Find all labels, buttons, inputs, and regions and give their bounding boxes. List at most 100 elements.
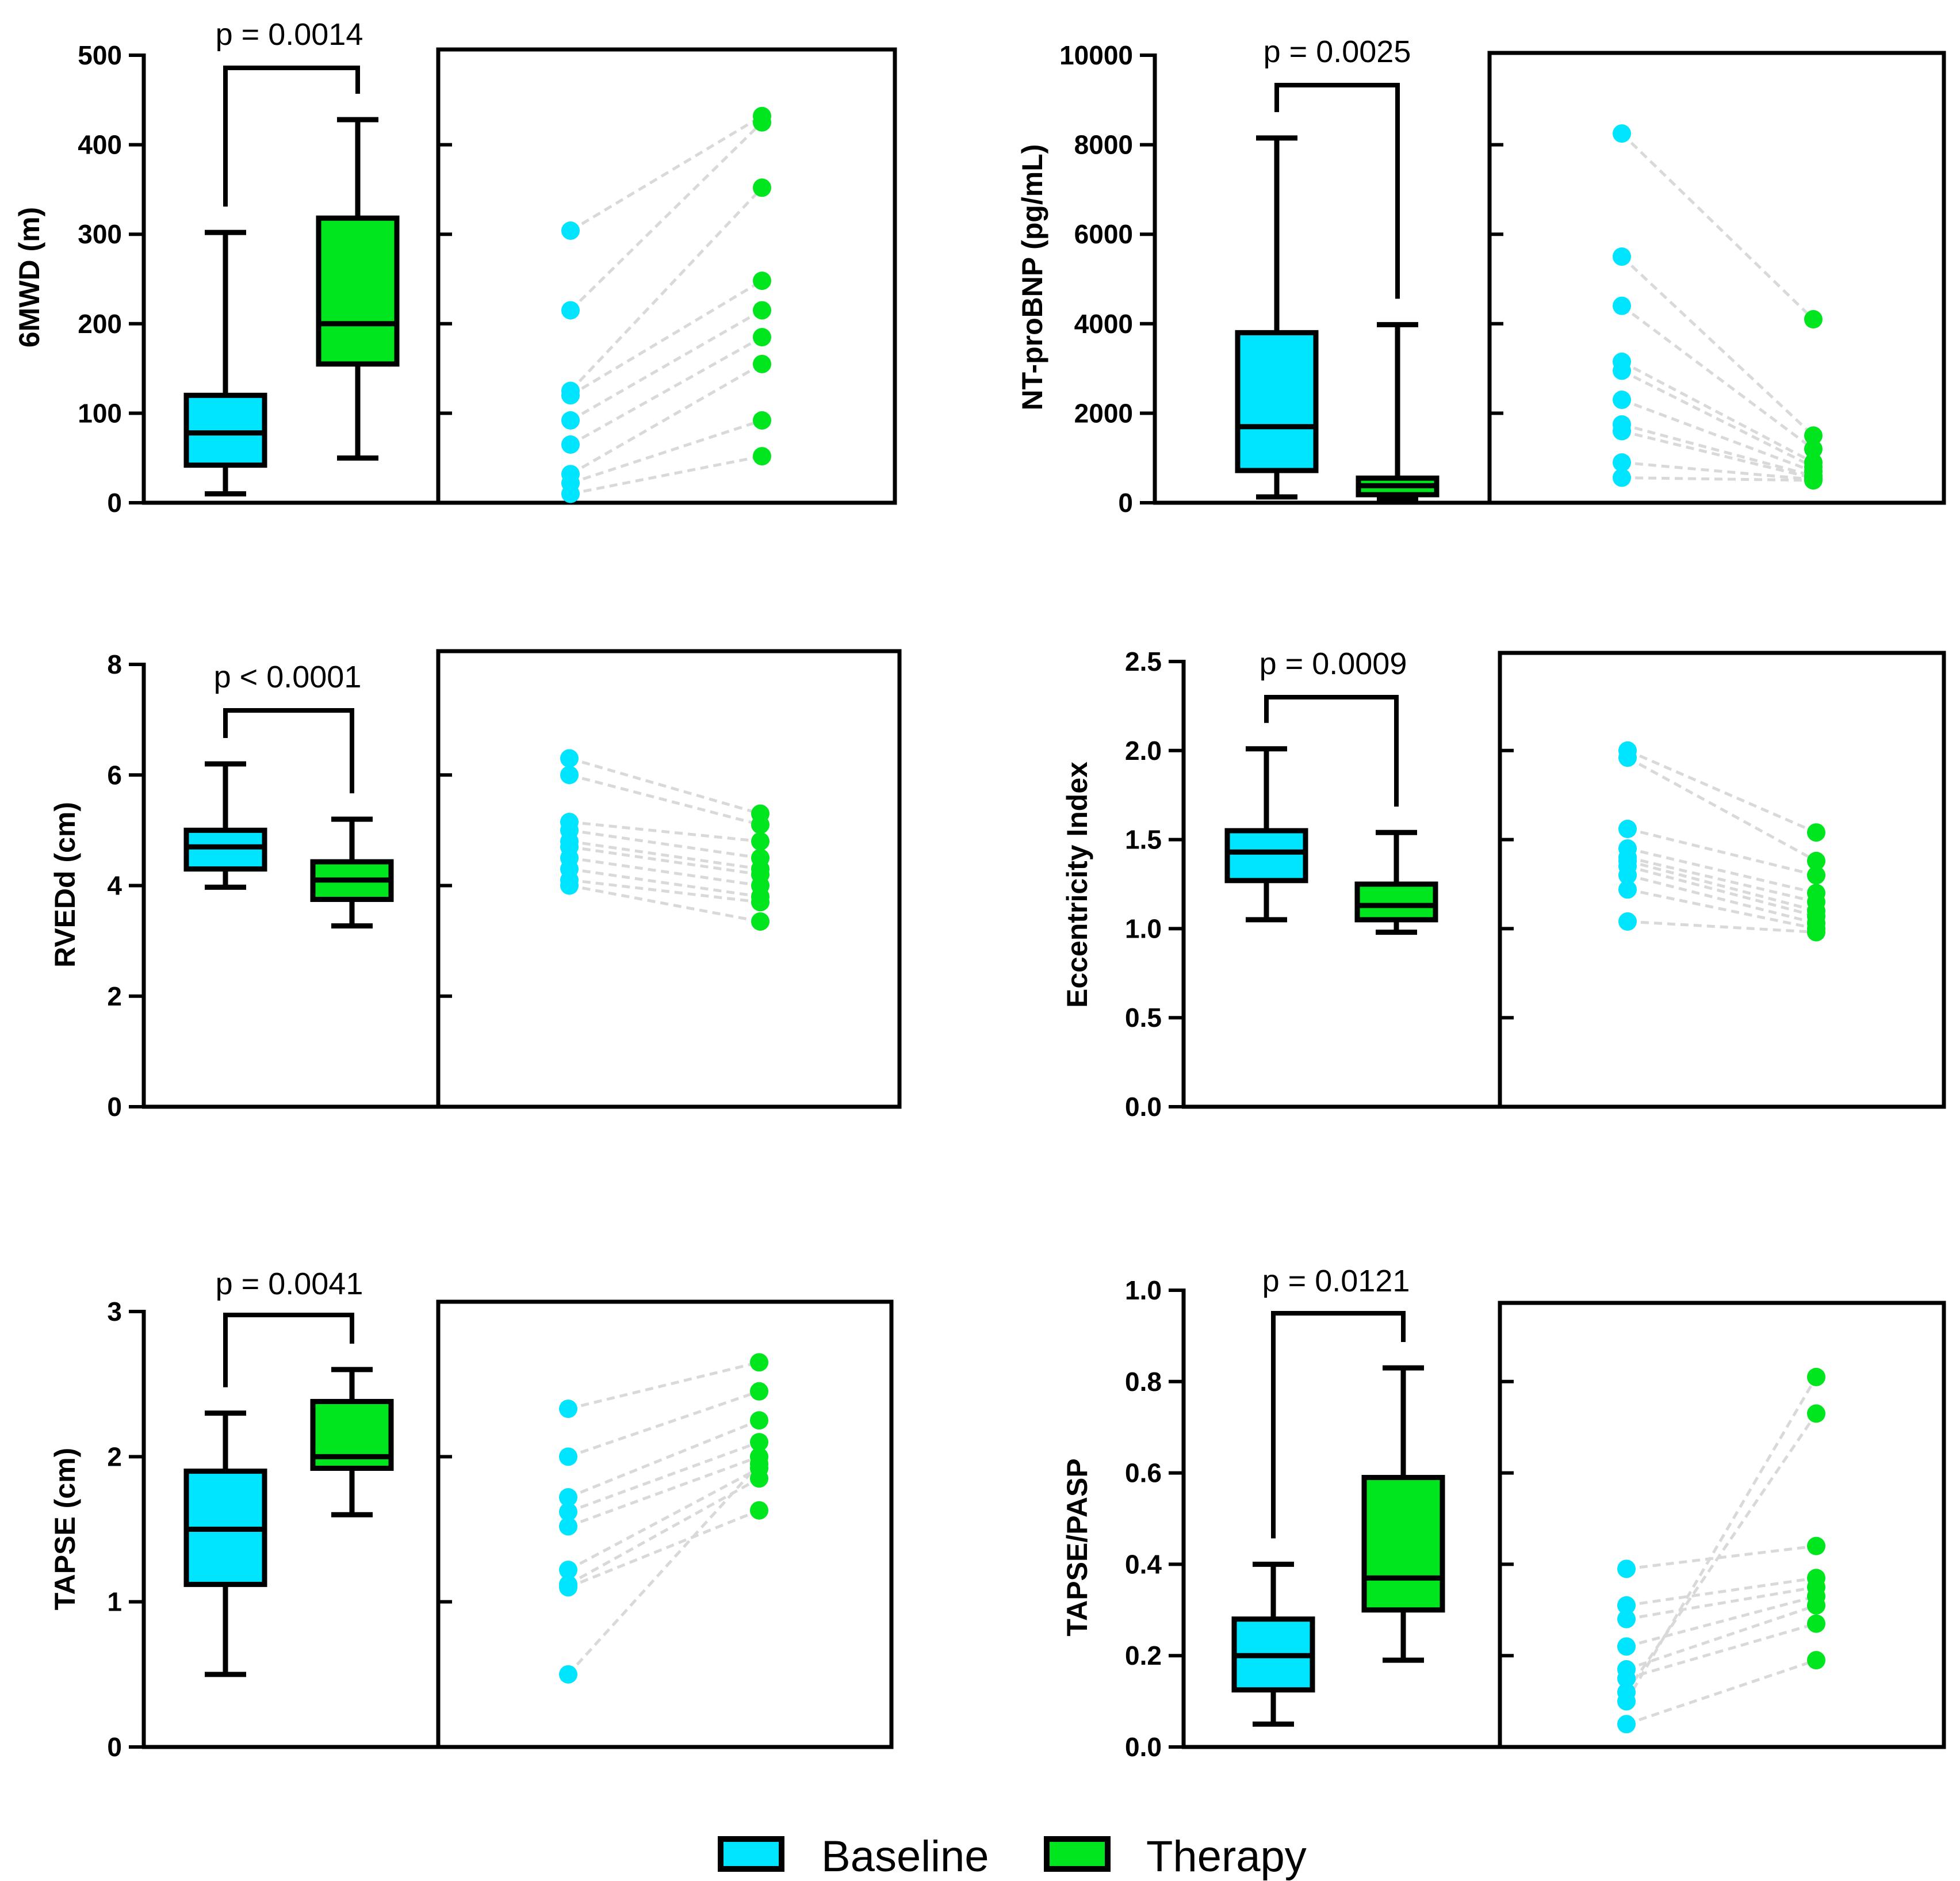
- baseline-point: [561, 411, 580, 430]
- baseline-point: [1618, 912, 1637, 931]
- paired-line: [1627, 847, 1817, 894]
- baseline-box: [183, 827, 267, 872]
- baseline-point: [1617, 1559, 1636, 1578]
- therapy-point: [1807, 1536, 1825, 1555]
- paired-line: [1627, 888, 1817, 930]
- y-tick-label: 0: [107, 1092, 122, 1122]
- y-tick-label: 2: [107, 1442, 122, 1471]
- therapy-box: [316, 215, 400, 367]
- y-tick-label: 1.0: [1125, 913, 1162, 943]
- baseline-point: [559, 1578, 577, 1597]
- paired-plot-frame: [436, 649, 902, 1109]
- legend-baseline-swatch: [718, 1836, 784, 1872]
- paired-line: [569, 114, 763, 232]
- therapy-point: [1807, 1404, 1825, 1423]
- paired-plot-frame: [1487, 51, 1946, 505]
- y-tick-label: 0.2: [1125, 1641, 1162, 1670]
- paired-line: [1625, 1376, 1818, 1702]
- therapy-point: [753, 113, 771, 132]
- baseline-point: [1618, 820, 1637, 839]
- legend: Baseline Therapy: [718, 1832, 1307, 1881]
- baseline-point: [1613, 361, 1631, 380]
- chart-marks: 0 2 4 6 8: [107, 649, 902, 1122]
- paired-line: [569, 757, 761, 815]
- therapy-point: [753, 272, 771, 290]
- y-tick-label: 2.0: [1125, 736, 1162, 766]
- baseline-point: [561, 484, 580, 503]
- paired-line: [569, 335, 763, 446]
- paired-line: [569, 309, 763, 422]
- p-value-label: p = 0.0121: [1262, 1264, 1410, 1298]
- baseline-point: [559, 1517, 577, 1536]
- paired-line: [568, 1390, 760, 1458]
- p-value-label: p = 0.0014: [216, 17, 363, 52]
- therapy-point: [1807, 851, 1825, 870]
- p-value-label: p = 0.0009: [1260, 647, 1407, 681]
- paired-line: [1626, 1595, 1817, 1648]
- paired-line: [1626, 1585, 1817, 1621]
- baseline-point: [1613, 391, 1631, 410]
- y-axis-label: Eccentricity Index: [1061, 762, 1093, 1008]
- y-tick-label: 300: [78, 219, 122, 249]
- paired-line: [1621, 360, 1814, 464]
- paired-line: [569, 840, 761, 871]
- baseline-point: [1613, 247, 1631, 266]
- therapy-point: [750, 1454, 768, 1473]
- paired-line: [569, 878, 761, 904]
- paired-line: [1621, 476, 1814, 482]
- paired-line: [1627, 920, 1817, 934]
- panel-tapse: TAPSE (cm) p = 0.0041 0 1 2 3: [49, 1267, 894, 1762]
- baseline-point: [560, 766, 579, 785]
- paired-line: [569, 362, 763, 476]
- paired-line: [569, 820, 761, 843]
- y-tick-label: 2000: [1074, 398, 1133, 428]
- y-axis-label: 6MWD (m): [13, 207, 45, 347]
- panel-eccentricity: Eccentricity Index p = 0.0009 0.0 0.5 1.0 1…: [1061, 647, 1946, 1122]
- paired-line: [1626, 756, 1817, 862]
- y-tick-label: 400: [78, 130, 122, 160]
- therapy-point: [750, 1353, 768, 1372]
- p-value-label: p < 0.0001: [214, 660, 362, 694]
- therapy-point: [1807, 1614, 1825, 1633]
- therapy-point: [753, 354, 771, 373]
- y-tick-label: 6: [107, 760, 122, 790]
- therapy-point: [1807, 866, 1825, 885]
- paired-line: [569, 279, 763, 397]
- y-axis-label: RVEDd (cm): [49, 802, 81, 968]
- chart-marks: 0.0 0.2 0.4 0.6 0.8 1.0: [1125, 1275, 1946, 1762]
- therapy-point: [751, 815, 770, 834]
- paired-line: [569, 845, 761, 876]
- baseline-box: [1224, 828, 1308, 884]
- paired-plot-frame: [436, 47, 897, 505]
- y-tick-label: 100: [78, 398, 122, 428]
- therapy-point: [1807, 1367, 1825, 1386]
- therapy-box: [1361, 1475, 1445, 1613]
- paired-line: [1621, 369, 1814, 468]
- therapy-point: [1807, 1596, 1825, 1615]
- therapy-point: [1807, 823, 1825, 842]
- paired-line: [568, 1360, 760, 1410]
- paired-line: [569, 773, 761, 827]
- paired-line: [1627, 859, 1817, 912]
- y-tick-label: 0: [107, 488, 122, 518]
- therapy-point: [753, 178, 771, 197]
- therapy-point: [751, 832, 770, 851]
- therapy-point: [1804, 471, 1823, 490]
- chart-marks: 0 2000 4000 6000 8000 10000: [1059, 40, 1946, 518]
- baseline-point: [560, 749, 579, 768]
- baseline-point: [1613, 124, 1631, 143]
- baseline-point: [1617, 1692, 1636, 1711]
- p-value-label: p = 0.0041: [216, 1267, 363, 1301]
- y-tick-label: 4000: [1074, 309, 1133, 339]
- baseline-point: [1613, 453, 1631, 472]
- paired-line: [568, 1419, 760, 1499]
- baseline-point: [1613, 422, 1631, 441]
- paired-line: [569, 828, 761, 859]
- paired-line: [1626, 1604, 1817, 1671]
- baseline-point: [1618, 880, 1637, 899]
- paired-line: [569, 856, 761, 887]
- baseline-point: [561, 435, 580, 454]
- baseline-point: [559, 1400, 577, 1419]
- therapy-point: [753, 301, 771, 320]
